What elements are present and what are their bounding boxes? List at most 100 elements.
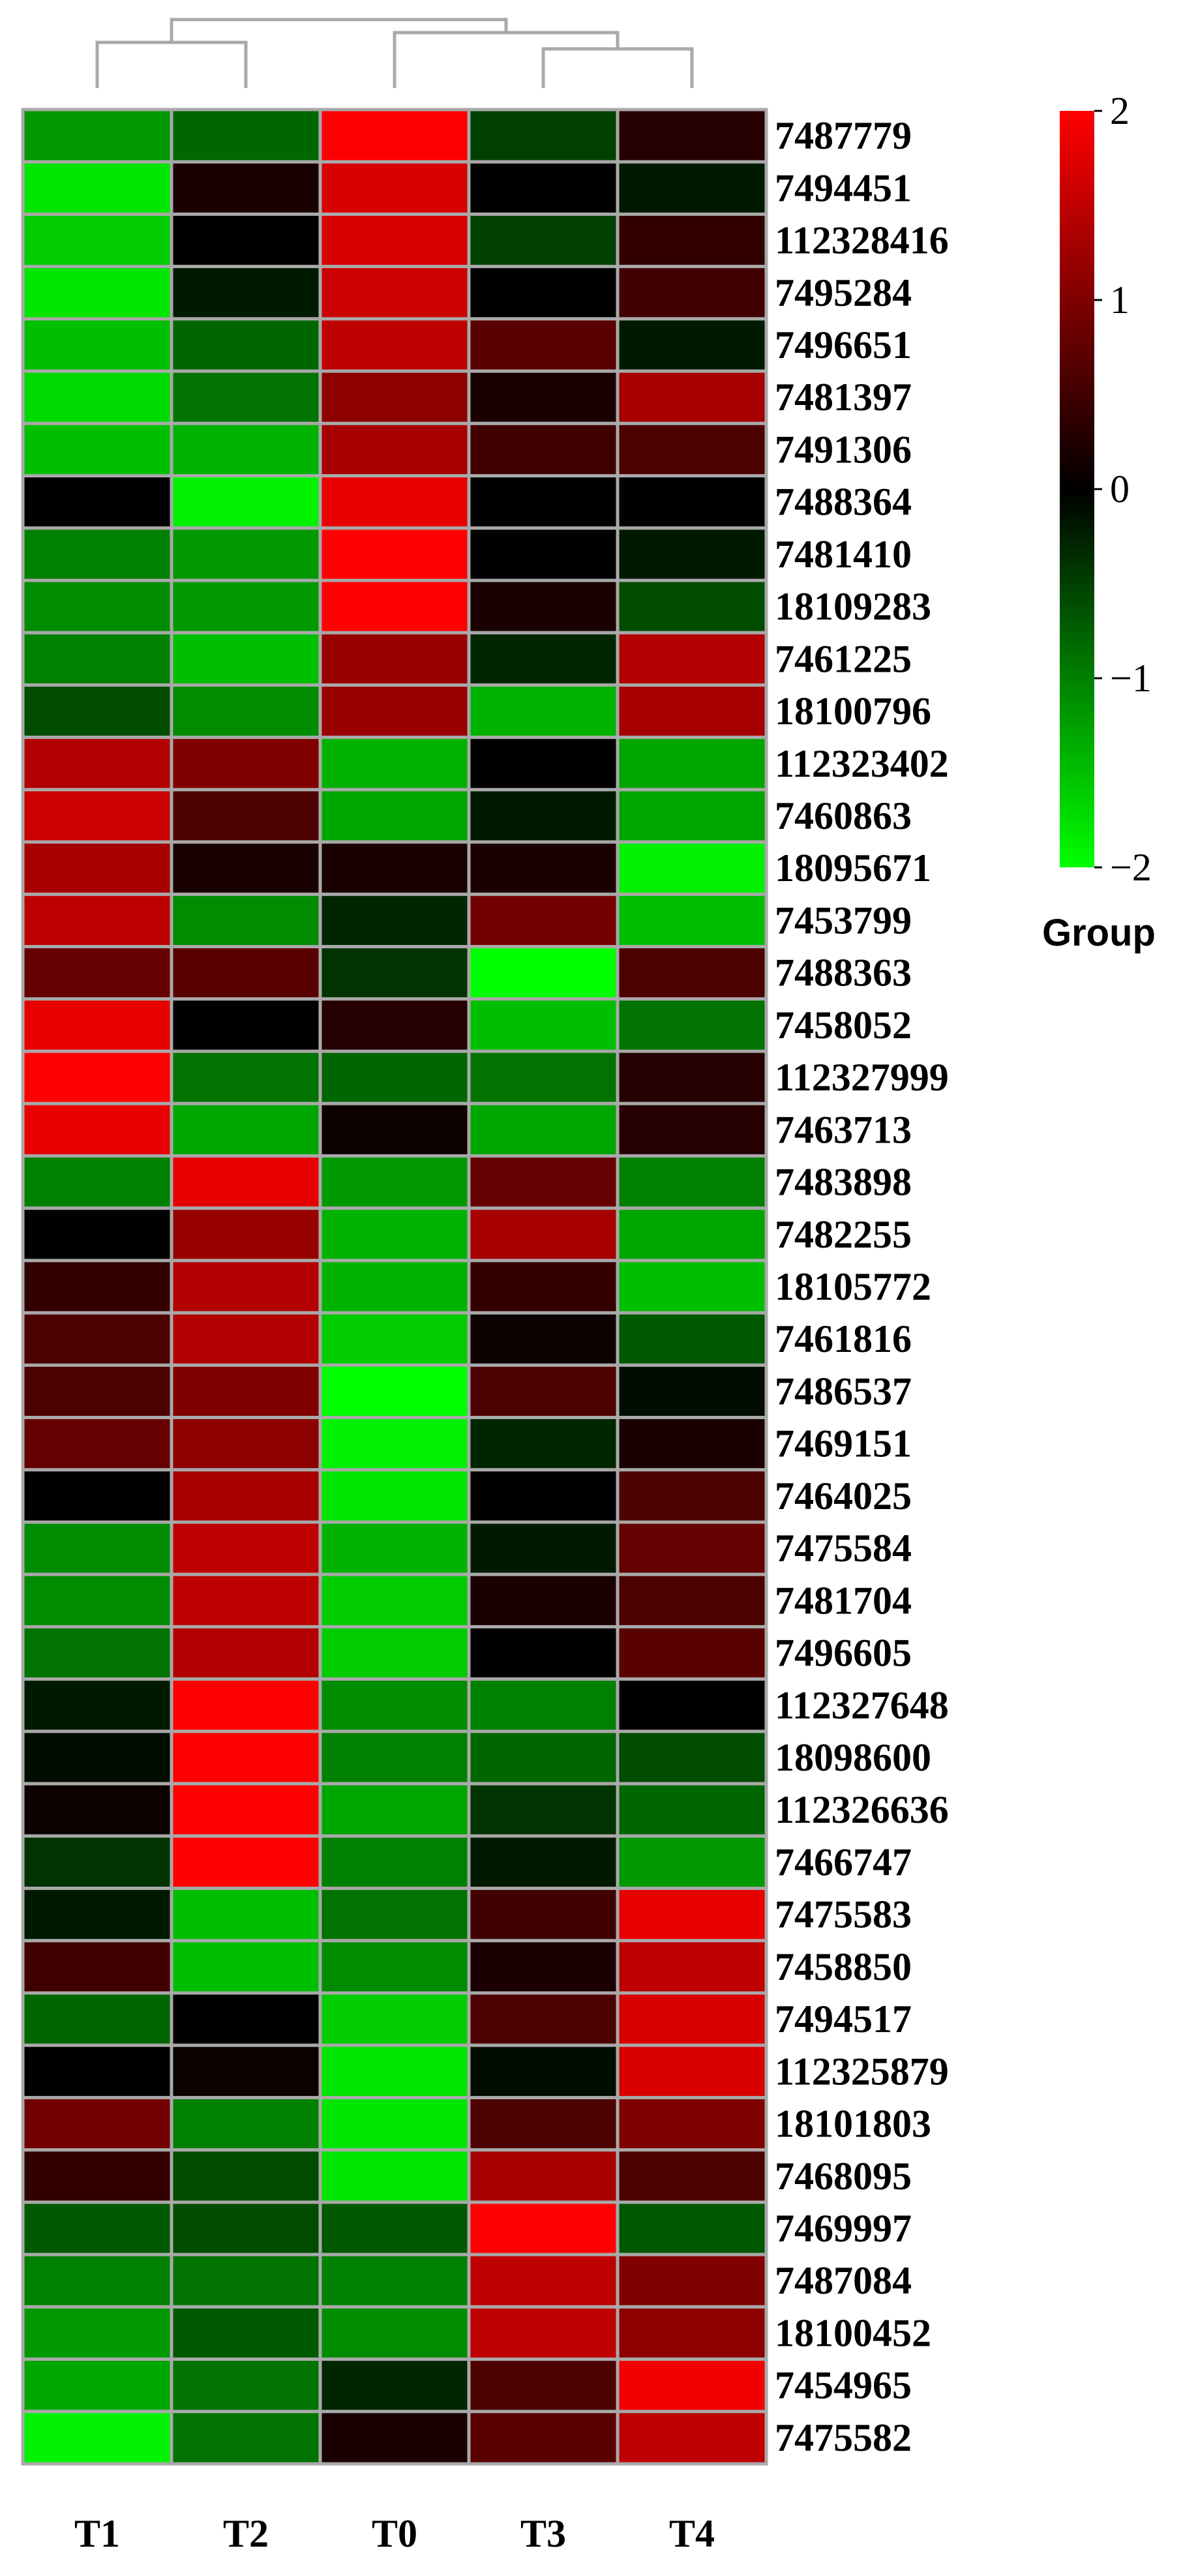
heatmap-cell xyxy=(21,2043,173,2099)
heatmap-cell xyxy=(318,2095,471,2152)
heatmap-cell xyxy=(318,1259,471,1315)
heatmap-cell xyxy=(616,2095,768,2152)
heatmap-cell xyxy=(170,1730,322,1786)
heatmap-cell xyxy=(21,2253,173,2309)
heatmap-cell xyxy=(467,1206,620,1263)
heatmap-cell xyxy=(467,212,620,269)
heatmap-cell xyxy=(616,1259,768,1315)
heatmap-cell xyxy=(616,2358,768,2414)
heatmap-cell xyxy=(170,892,322,949)
row-label: 7496605 xyxy=(775,1632,912,1675)
heatmap-cell xyxy=(170,631,322,687)
heatmap-cell xyxy=(170,1834,322,1891)
heatmap-cell xyxy=(21,1939,173,1995)
heatmap-cells xyxy=(21,108,768,2466)
heatmap-cell xyxy=(21,683,173,740)
heatmap-cell xyxy=(318,1101,471,1158)
heatmap-cell xyxy=(616,369,768,425)
heatmap-cell xyxy=(318,840,471,896)
heatmap-cell xyxy=(21,1677,173,1733)
heatmap-cell xyxy=(616,1887,768,1943)
heatmap-cell xyxy=(170,2200,322,2256)
heatmap-cell xyxy=(318,1206,471,1263)
heatmap-cell xyxy=(170,474,322,530)
row-label: 7475584 xyxy=(775,1527,912,1570)
heatmap-cell xyxy=(21,1154,173,1210)
heatmap-cell xyxy=(21,2410,173,2466)
heatmap-cell xyxy=(467,474,620,530)
heatmap-cell xyxy=(170,2305,322,2361)
heatmap-cell xyxy=(467,1311,620,1367)
heatmap-cell xyxy=(21,1887,173,1943)
heatmap-cell xyxy=(170,2043,322,2099)
heatmap-cell xyxy=(467,421,620,478)
legend-title: Group xyxy=(1042,912,1156,954)
heatmap-cell xyxy=(467,578,620,635)
heatmap-cell xyxy=(170,1311,322,1367)
heatmap-cell xyxy=(170,1520,322,1576)
row-label: 112327648 xyxy=(775,1684,949,1727)
row-label: 7483898 xyxy=(775,1161,912,1204)
heatmap-cell xyxy=(170,108,322,164)
heatmap-cell xyxy=(170,1991,322,2047)
heatmap-cell xyxy=(467,265,620,321)
row-label: 7494451 xyxy=(775,166,912,209)
row-label: 7487084 xyxy=(775,2259,912,2302)
row-label: 7466747 xyxy=(775,1840,912,1883)
heatmap-cell xyxy=(21,1782,173,1838)
heatmap-cell xyxy=(467,2043,620,2099)
row-label: 7453799 xyxy=(775,899,912,942)
heatmap-cell xyxy=(21,1730,173,1786)
heatmap-cell xyxy=(616,631,768,687)
column-label: T4 xyxy=(669,2512,715,2555)
row-label: 7469151 xyxy=(775,1422,912,1465)
heatmap-cell xyxy=(170,1572,322,1628)
heatmap-cell xyxy=(170,2148,322,2204)
heatmap-cell xyxy=(170,2358,322,2414)
heatmap-cell xyxy=(467,1939,620,1995)
heatmap-cell xyxy=(616,212,768,269)
row-label: 7469997 xyxy=(775,2207,912,2250)
heatmap-cell xyxy=(318,1154,471,1210)
heatmap-cell xyxy=(170,212,322,269)
heatmap-cell xyxy=(318,1363,471,1420)
heatmap-cell xyxy=(467,1049,620,1105)
heatmap-cell xyxy=(616,1101,768,1158)
heatmap-cell xyxy=(170,1416,322,1472)
heatmap-cell xyxy=(616,421,768,478)
heatmap-cell xyxy=(318,2200,471,2256)
heatmap-cell xyxy=(318,1782,471,1838)
heatmap-cell xyxy=(21,1363,173,1420)
heatmap-cell xyxy=(616,1834,768,1891)
row-label: 7486537 xyxy=(775,1370,912,1413)
heatmap-cell xyxy=(21,108,173,164)
heatmap-cell xyxy=(170,1259,322,1315)
heatmap-cell xyxy=(616,997,768,1053)
heatmap-cell xyxy=(616,1625,768,1681)
heatmap-cell xyxy=(318,2043,471,2099)
heatmap-cell xyxy=(318,1730,471,1786)
row-label: 112325879 xyxy=(775,2050,949,2093)
heatmap-cell xyxy=(616,1154,768,1210)
heatmap-cell xyxy=(318,1049,471,1105)
heatmap-cell xyxy=(318,1311,471,1367)
heatmap-cell xyxy=(616,265,768,321)
heatmap-cell xyxy=(318,1834,471,1891)
heatmap-cell xyxy=(616,840,768,896)
legend-color-bar xyxy=(1060,111,1094,867)
heatmap-cell xyxy=(318,578,471,635)
heatmap-cell xyxy=(21,474,173,530)
heatmap-cell xyxy=(318,631,471,687)
heatmap-cell xyxy=(170,265,322,321)
heatmap-cell xyxy=(318,108,471,164)
heatmap-cell xyxy=(616,1730,768,1786)
row-label: 7458052 xyxy=(775,1004,912,1047)
heatmap-cell xyxy=(318,1468,471,1524)
heatmap-cell xyxy=(170,369,322,425)
heatmap-cell xyxy=(616,2043,768,2099)
legend-tick-label: −2 xyxy=(1110,846,1152,889)
row-label: 7488363 xyxy=(775,951,912,995)
row-label: 7488364 xyxy=(775,481,912,524)
row-label: 7494517 xyxy=(775,1998,912,2041)
heatmap-cell xyxy=(170,945,322,1001)
